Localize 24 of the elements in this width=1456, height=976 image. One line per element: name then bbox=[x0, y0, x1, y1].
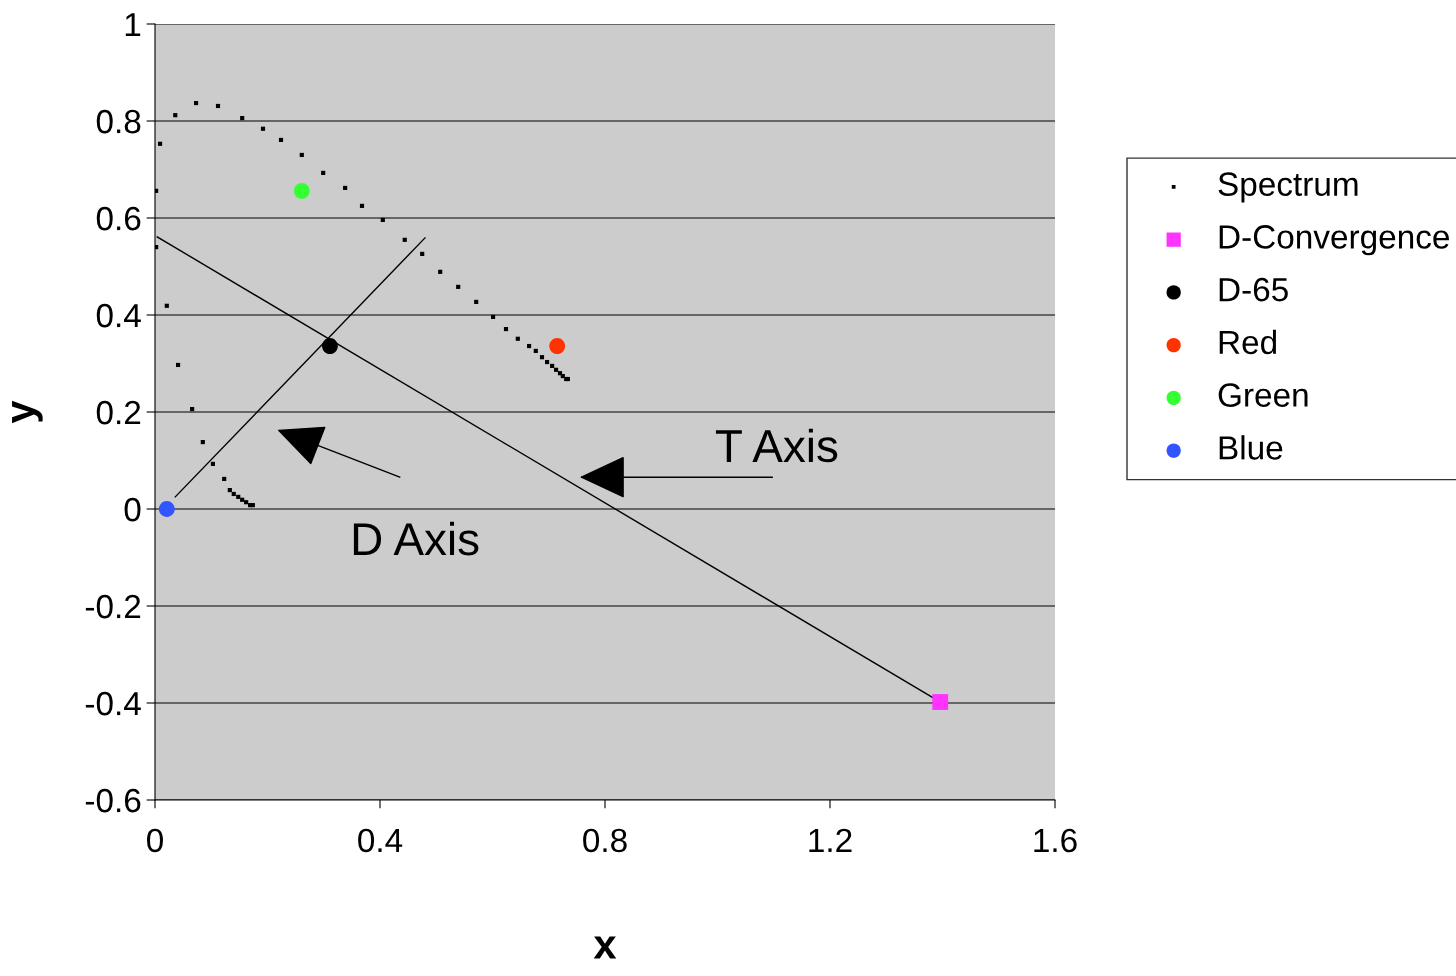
annotation: D Axis bbox=[353, 521, 479, 556]
y-tick-label: -0.2 bbox=[85, 594, 141, 619]
legend-label: Spectrum bbox=[1218, 172, 1358, 203]
y-tick-label: 0 bbox=[124, 497, 141, 522]
y-tick-label: 1 bbox=[125, 13, 141, 37]
legend-label: Red bbox=[1219, 329, 1276, 355]
y-axis-title: y bbox=[12, 400, 43, 424]
legend-label: D-65 bbox=[1219, 277, 1288, 302]
x-tick-label: 0.8 bbox=[583, 828, 627, 853]
annotation: T Axis bbox=[715, 428, 838, 463]
x-axis-title: x bbox=[593, 936, 617, 959]
y-tick-label: 0.4 bbox=[96, 303, 141, 328]
x-tick-label: 0.4 bbox=[358, 828, 403, 853]
y-tick-label: -0.6 bbox=[85, 788, 141, 813]
y-tick-label: 0.2 bbox=[96, 400, 141, 425]
legend-label: D-Convergence bbox=[1219, 225, 1449, 256]
x-tick-label: 1.2 bbox=[809, 828, 852, 852]
y-tick-label: 0.8 bbox=[96, 109, 141, 134]
y-tick-label: 0.6 bbox=[96, 206, 141, 231]
x-tick-label: 0 bbox=[147, 828, 163, 853]
legend-label: Green bbox=[1218, 383, 1308, 407]
y-tick-label: -0.4 bbox=[85, 691, 141, 716]
x-tick-label: 1.6 bbox=[1034, 828, 1077, 853]
legend-label: Blue bbox=[1219, 435, 1283, 460]
